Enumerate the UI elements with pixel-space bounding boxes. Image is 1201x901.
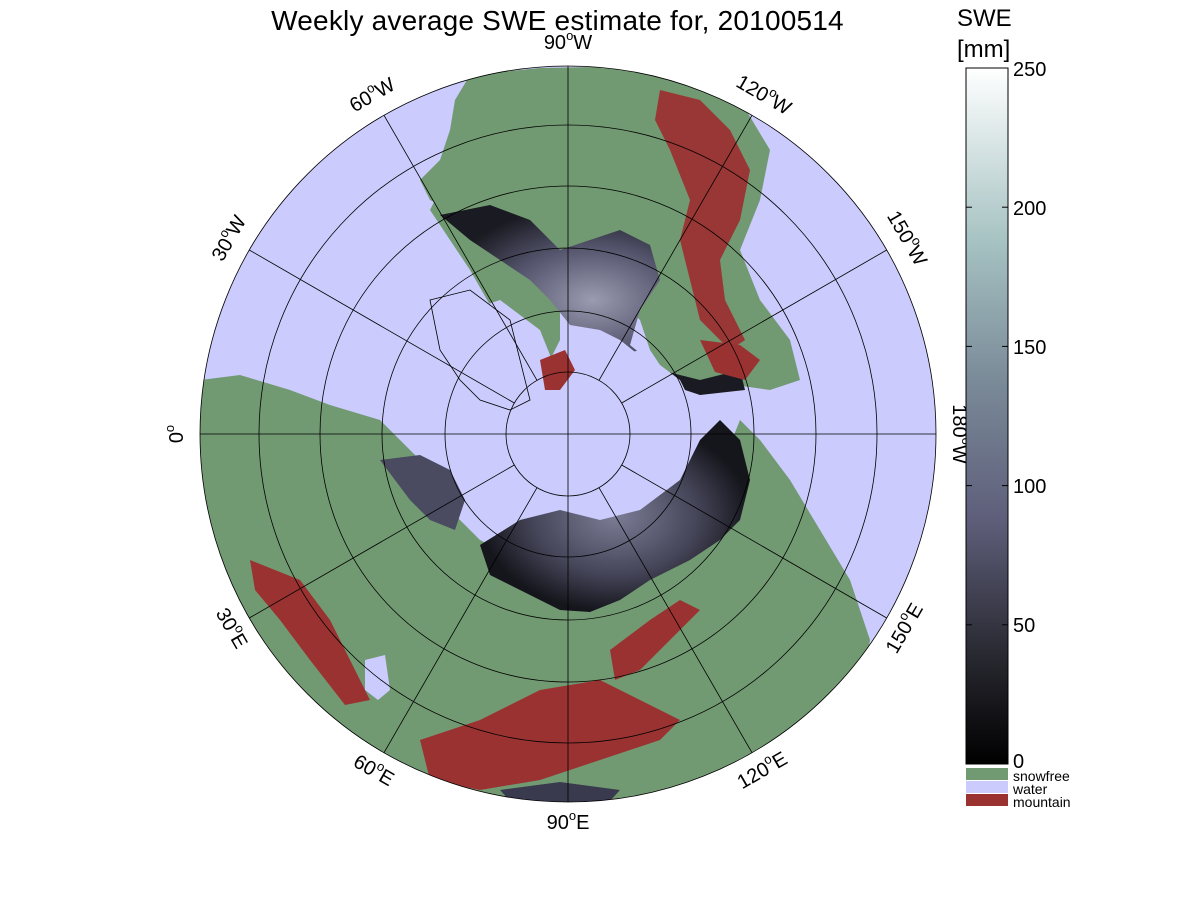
canada-snow xyxy=(440,205,745,395)
meridian-line xyxy=(621,464,887,619)
greenland-mountain xyxy=(540,350,575,390)
greenland-ice-outline xyxy=(429,289,531,411)
meridian-line xyxy=(383,115,538,381)
legend-label-water: water xyxy=(1013,781,1048,797)
graticule xyxy=(199,65,937,803)
legend-label-snowfree: snowfree xyxy=(1013,768,1070,784)
meridian-line xyxy=(249,464,515,619)
colorbar-tick-label: 100 xyxy=(1013,476,1047,498)
land-layer xyxy=(200,66,870,802)
colorbar-tick-label: 0 xyxy=(1013,751,1025,773)
alaska-mountain xyxy=(700,340,760,380)
colorbar-tick-label: 250 xyxy=(1013,59,1047,81)
east-asia-mountain xyxy=(610,600,700,680)
legend-label-mountain: mountain xyxy=(1013,794,1071,810)
colorbar xyxy=(965,67,1009,765)
colorbar-title-line1: SWE xyxy=(957,5,1012,32)
colorbar-tick-label: 200 xyxy=(1013,198,1047,220)
meridian-line xyxy=(598,115,753,381)
tibet-snow xyxy=(500,782,620,802)
rockies-mountain xyxy=(655,90,750,350)
meridian-line xyxy=(621,249,887,404)
central-asia-mountain xyxy=(420,680,680,790)
longitude-label: 90oE xyxy=(547,808,590,834)
meridian-line xyxy=(598,487,753,753)
colorbar-tick-label: 50 xyxy=(1013,615,1036,637)
longitude-label: 30oW xyxy=(205,210,252,265)
colorbar-title: SWE [mm] xyxy=(957,3,1012,65)
europe-mountain xyxy=(250,560,370,705)
longitude-labels: 90oW120oW150oW180oW150oE120oE90oE60oE30o… xyxy=(162,28,973,834)
colorbar-ticks xyxy=(966,67,1008,765)
longitude-label: 60oW xyxy=(344,71,399,118)
meridian-line xyxy=(383,487,538,753)
colorbar-tick-label: 150 xyxy=(1013,337,1047,359)
legend-swatch-mountain xyxy=(966,794,1008,806)
map-title: Weekly average SWE estimate for, 2010051… xyxy=(271,5,844,36)
colorbar-title-line2: [mm] xyxy=(957,36,1011,63)
longitude-label: 90oW xyxy=(544,28,592,54)
legend-swatch-water xyxy=(966,781,1008,793)
longitude-label: 0o xyxy=(162,425,188,443)
legend-swatch-snowfree xyxy=(966,768,1008,780)
meridian-line xyxy=(249,249,515,404)
siberia-snow xyxy=(480,420,750,612)
scandinavia-snow xyxy=(380,455,465,530)
